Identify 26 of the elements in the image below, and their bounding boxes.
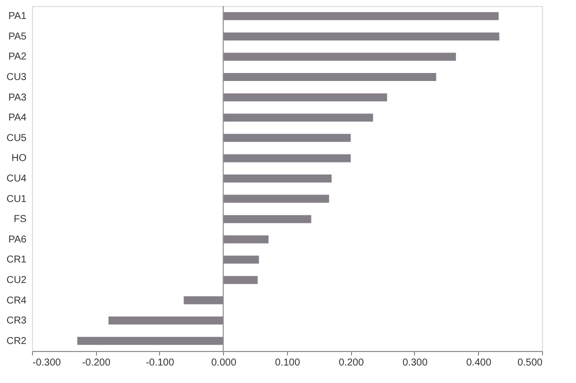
y-tick-label: PA6 — [8, 234, 27, 246]
x-tick-label: -0.100 — [146, 358, 175, 368]
x-tick-label: 0.000 — [211, 358, 237, 368]
y-tick-label: PA4 — [8, 112, 27, 124]
y-tick-label: CU4 — [6, 174, 27, 184]
y-tick-label: PA5 — [8, 31, 27, 42]
x-tick-label: 0.500 — [517, 358, 543, 368]
x-tick-label: -0.200 — [82, 358, 111, 368]
y-tick-label: CR3 — [6, 316, 27, 327]
y-tick-label: CU3 — [6, 72, 27, 84]
y-tick-label: PA1 — [8, 11, 27, 22]
y-tick-label: PA2 — [8, 52, 27, 63]
y-tick-label: CR4 — [6, 295, 27, 306]
y-tick-label: FS — [14, 214, 27, 226]
x-tick-label: 0.100 — [274, 358, 300, 368]
x-tick-label: -0.300 — [32, 358, 62, 368]
x-tick-label: 0.400 — [466, 358, 492, 368]
x-tick-label: 0.200 — [338, 358, 364, 368]
y-tick-label: HO — [12, 153, 27, 164]
y-tick-label: CR2 — [6, 336, 27, 347]
x-tick-label: 0.300 — [402, 358, 428, 368]
y-tick-label: CU5 — [6, 132, 27, 144]
y-tick-label: PA3 — [8, 92, 27, 104]
y-tick-label: CR1 — [6, 254, 27, 266]
y-tick-label: CU1 — [6, 194, 27, 205]
y-tick-label: CU2 — [6, 274, 27, 286]
